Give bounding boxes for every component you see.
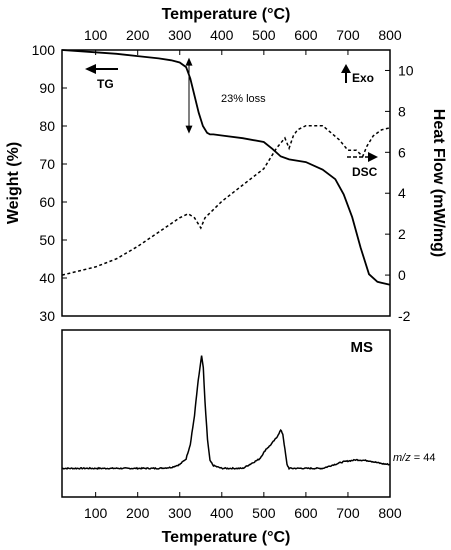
top-x-axis-title: Temperature (°C): [162, 6, 291, 23]
ms-series-label-italic: m/z: [393, 452, 411, 464]
ms-title: MS: [351, 339, 374, 356]
left-y-tick-label: 90: [39, 80, 55, 96]
ms-series-label: m/z = 44: [393, 452, 436, 464]
left-y-axis-title: Weight (%): [5, 142, 22, 224]
loss-annotation: 23% loss: [185, 57, 266, 134]
right-y-tick-label: 6: [398, 144, 406, 160]
bottom-panel-ticks: 100 200 300 400 500 600 700 800: [84, 492, 402, 521]
right-y-tick-label: 2: [398, 226, 406, 242]
bottom-x-tick-label: 200: [126, 505, 150, 521]
right-y-axis-title: Heat Flow (mW/mg): [430, 109, 447, 257]
top-x-tick-label: 600: [294, 27, 318, 43]
tg-label: TG: [97, 77, 114, 91]
dsc-label: DSC: [352, 165, 378, 179]
bottom-x-tick-label: 100: [84, 505, 108, 521]
top-x-tick-label: 700: [336, 27, 360, 43]
top-x-tick-label: 500: [252, 27, 276, 43]
ms-plot-frame: [61, 329, 391, 498]
bottom-x-tick-label: 800: [378, 505, 402, 521]
exo-label: Exo: [352, 71, 374, 85]
top-panel-ticks: 100 200 300 400 500 600 700 8003040506070809010…: [32, 27, 414, 324]
tg-legend-annotation: TG: [85, 64, 118, 91]
bottom-x-tick-label: 300: [168, 505, 192, 521]
exo-arrow-head: [341, 64, 351, 73]
left-y-tick-label: 80: [39, 118, 55, 134]
top-x-tick-label: 100: [84, 27, 108, 43]
dsc-legend-annotation: DSC: [347, 152, 378, 179]
ms-series-label-rest: = 44: [411, 452, 436, 464]
exo-annotation: Exo: [341, 64, 374, 85]
tg-curve: [61, 49, 391, 286]
bottom-x-tick-label: 700: [336, 505, 360, 521]
bottom-x-tick-label: 600: [294, 505, 318, 521]
right-y-tick-label: 0: [398, 267, 406, 283]
left-y-tick-label: 100: [32, 42, 56, 58]
ms-curve: [61, 355, 391, 471]
bottom-x-tick-label: 500: [252, 505, 276, 521]
right-y-tick-label: 10: [398, 62, 414, 78]
left-y-tick-label: 30: [39, 308, 55, 324]
tga-dsc-panel: Temperature (°C) Weight (%) Heat Flow (m…: [5, 6, 447, 324]
top-x-tick-label: 300: [168, 27, 192, 43]
tga-dsc-plot-frame: [61, 49, 391, 317]
bottom-x-tick-label: 400: [210, 505, 234, 521]
bottom-x-axis-title: Temperature (°C): [162, 529, 291, 546]
ms-panel: MS 100 200 300 400 500 600 700 800 m/z = 44 Tem…: [61, 329, 436, 546]
tg-arrow-head: [85, 64, 96, 74]
right-y-tick-label: 4: [398, 185, 406, 201]
left-y-tick-label: 60: [39, 194, 55, 210]
right-y-tick-label: -2: [398, 308, 411, 324]
dsc-curve: [61, 124, 391, 276]
right-y-tick-label: 8: [398, 103, 406, 119]
loss-arrow-head-top: [185, 57, 193, 66]
left-y-tick-label: 70: [39, 156, 55, 172]
left-y-tick-label: 40: [39, 270, 55, 286]
left-y-tick-label: 50: [39, 232, 55, 248]
dsc-arrow-head: [368, 152, 378, 162]
loss-arrow-head-bottom: [185, 125, 193, 134]
top-x-tick-label: 400: [210, 27, 234, 43]
top-x-tick-label: 800: [378, 27, 402, 43]
top-x-tick-label: 200: [126, 27, 150, 43]
loss-label: 23% loss: [221, 93, 266, 105]
